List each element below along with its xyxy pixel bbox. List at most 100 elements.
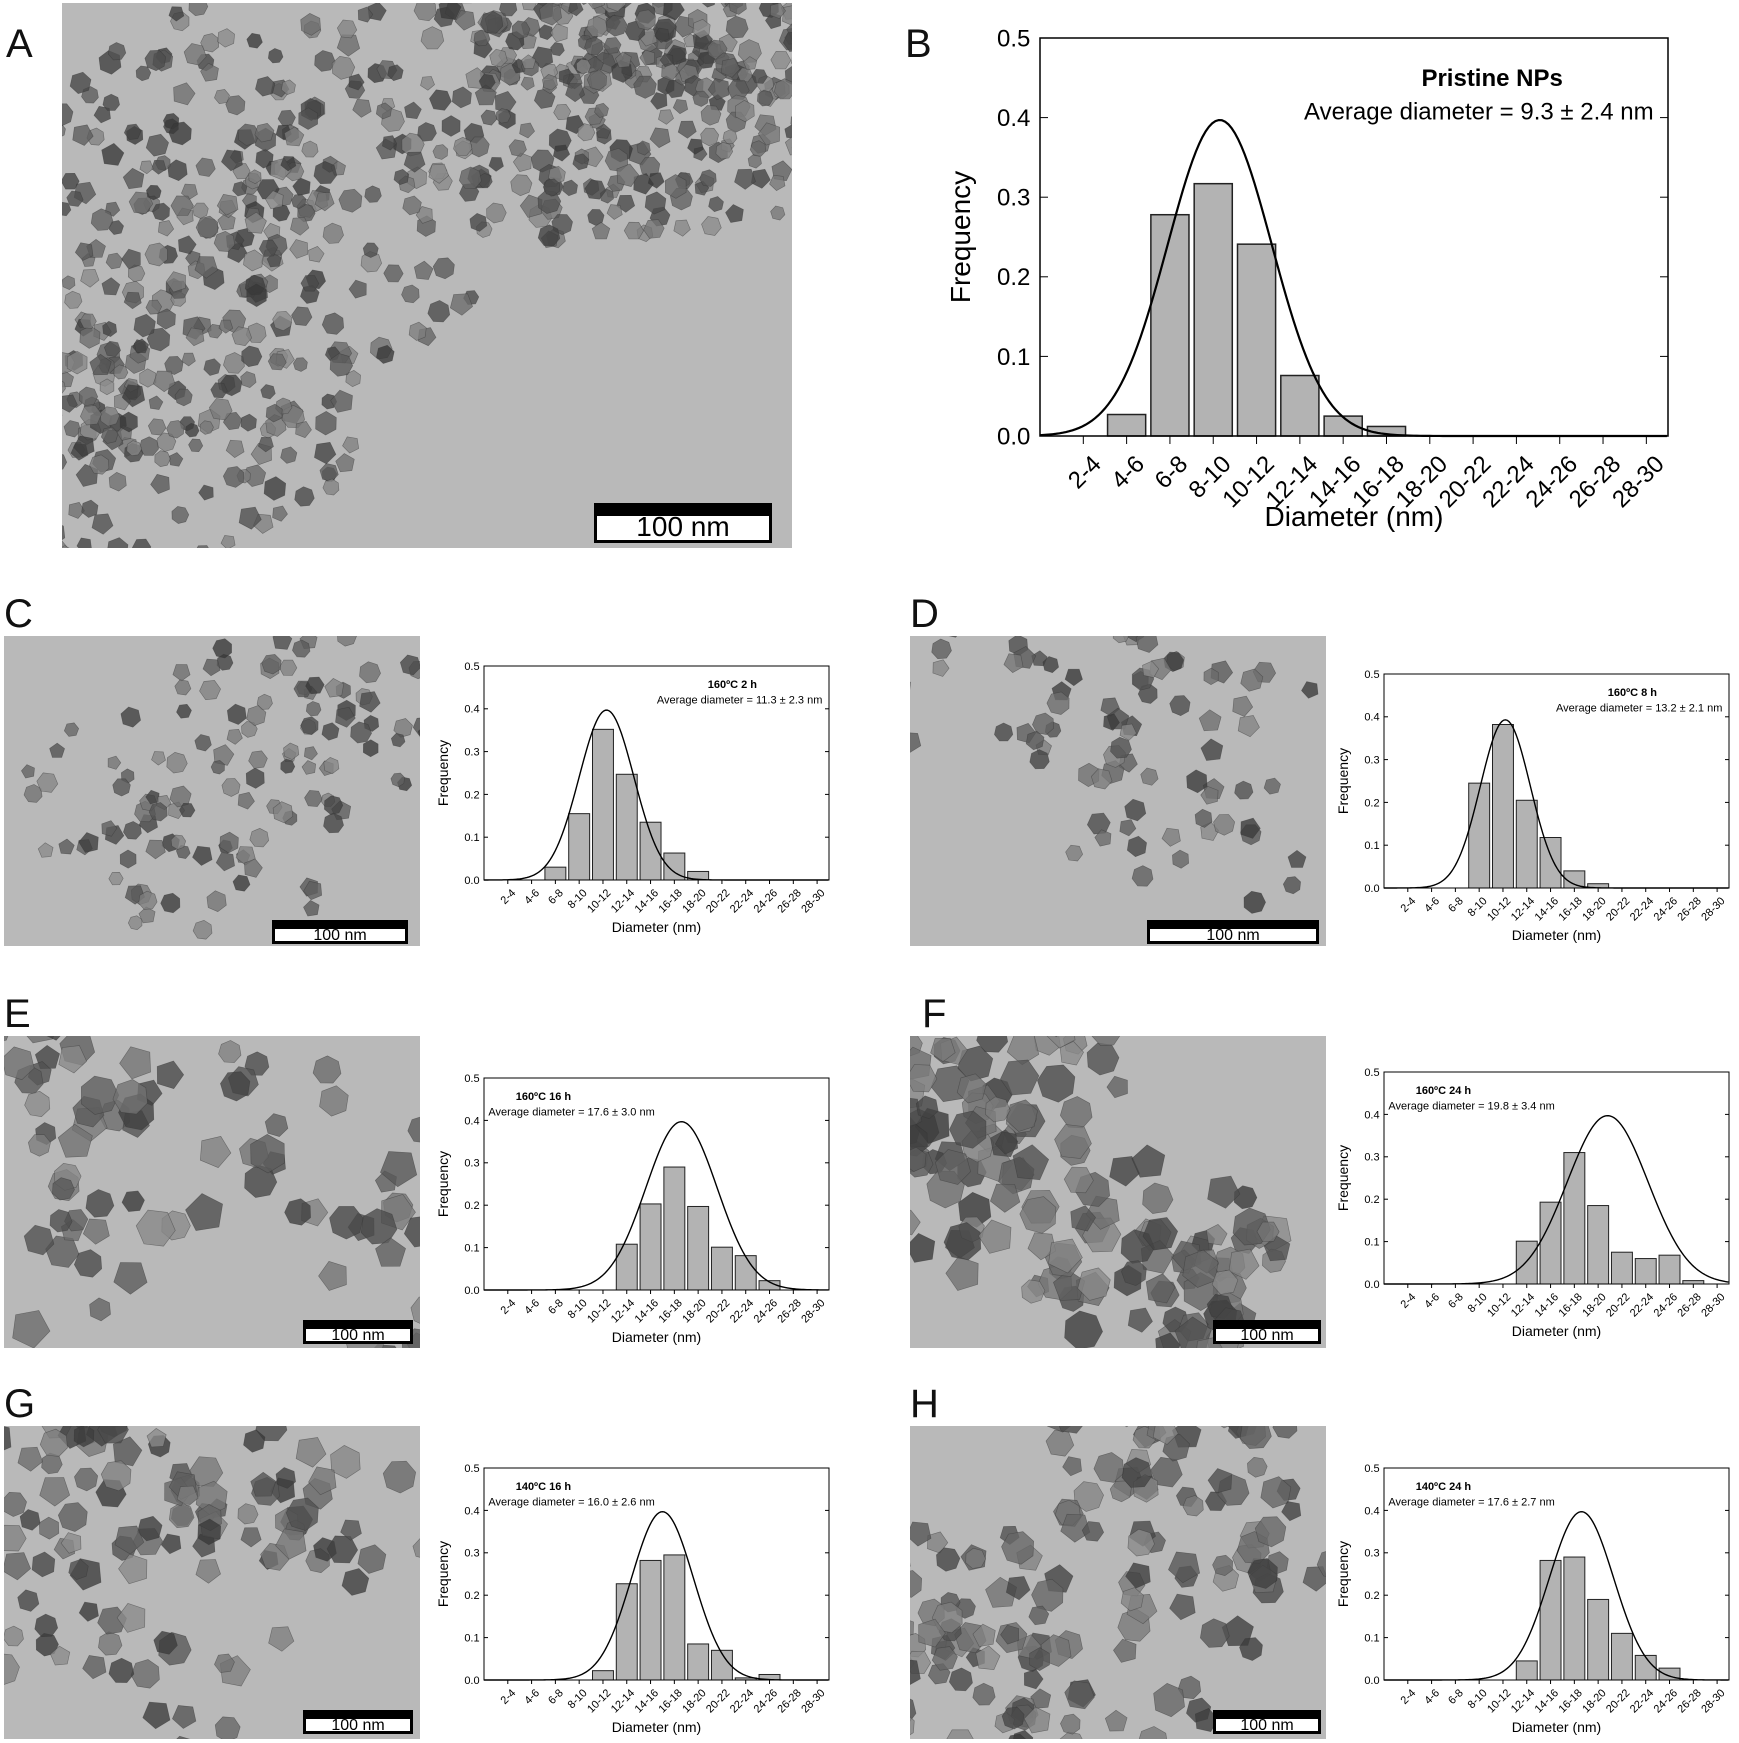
scale-bar-line [597, 506, 769, 516]
nanoparticle [78, 832, 99, 853]
nanoparticle [729, 3, 747, 15]
nanoparticle [289, 239, 309, 259]
nanoparticle [915, 1095, 939, 1120]
nanoparticle [707, 78, 730, 101]
nanoparticle [4, 1491, 27, 1517]
nanoparticle [918, 1618, 946, 1648]
nanoparticle [216, 193, 239, 216]
nanoparticle [220, 1071, 251, 1102]
nanoparticle [275, 1528, 307, 1560]
nanoparticle [1021, 1279, 1046, 1304]
x-tick-label: 16-18 [1556, 895, 1584, 923]
nanoparticle [98, 1631, 123, 1656]
nanoparticle [407, 1116, 420, 1143]
nanoparticle [342, 436, 360, 454]
nanoparticle [1120, 1587, 1144, 1612]
nanoparticle [62, 525, 66, 541]
y-tick-label: 0.3 [464, 1548, 479, 1560]
y-tick-label: 0.0 [1364, 883, 1379, 895]
nanoparticle [337, 636, 357, 647]
nanoparticle [324, 678, 345, 698]
nanoparticle [636, 140, 651, 156]
nanoparticle [1194, 808, 1213, 828]
nanoparticle [126, 440, 143, 457]
histogram-bar [734, 1255, 757, 1291]
nanoparticle [171, 506, 190, 524]
nanoparticle [756, 89, 774, 107]
nanoparticle [350, 721, 372, 744]
nanoparticle [63, 722, 80, 737]
nanoparticle [221, 149, 243, 172]
scale-bar-a: 100 nm [594, 503, 772, 543]
histogram-bar [1634, 1258, 1657, 1285]
nanoparticle [285, 1497, 319, 1531]
nanoparticle [644, 191, 667, 215]
nanoparticle [438, 3, 462, 20]
nanoparticle [1240, 817, 1261, 839]
nanoparticle [1054, 1124, 1092, 1159]
x-tick-label: 16-18 [1556, 1291, 1584, 1319]
histogram-chart-h: 0.0 0.1 0.2 0.3 0.4 0.5 2-4 4-6 6-8 8-10 10-12 12-1… [1335, 1463, 1730, 1735]
nanoparticle [769, 174, 786, 191]
histogram-bar [1150, 213, 1190, 437]
nanoparticle [62, 124, 66, 137]
nanoparticle [121, 1190, 145, 1212]
panel-letter-a: A [6, 22, 33, 66]
nanoparticle [148, 802, 168, 822]
nanoparticle [185, 422, 200, 438]
nanoparticle [152, 370, 176, 393]
nanoparticle [188, 3, 209, 17]
nanoparticle [1211, 1269, 1239, 1295]
nanoparticle [308, 245, 325, 263]
nanoparticle [246, 32, 263, 49]
nanoparticle [1243, 890, 1266, 914]
nanoparticle [1237, 715, 1260, 738]
nanoparticle [176, 1485, 199, 1507]
nanoparticle [324, 795, 344, 815]
nanoparticle [1228, 1248, 1260, 1280]
nanoparticle [144, 49, 167, 72]
x-tick-label: 16-18 [656, 1297, 684, 1325]
nanoparticle [305, 676, 325, 695]
nanoparticle [770, 51, 792, 70]
nanoparticle [338, 188, 363, 213]
chart-subtitle: Average diameter = 9.3 ± 2.4 nm [1304, 99, 1654, 126]
nanoparticle [550, 42, 565, 57]
nanoparticle [118, 1553, 148, 1585]
nanoparticle [37, 842, 54, 858]
scale-bar-h: 100 nm [1213, 1710, 1321, 1734]
nanoparticle [1001, 1531, 1035, 1565]
x-tick-label: 10-12 [585, 1687, 613, 1715]
panel-letter-g: G [4, 1382, 36, 1426]
nanoparticle [313, 160, 338, 185]
nanoparticle [241, 721, 258, 738]
y-tick-label: 0.1 [464, 832, 479, 844]
nanoparticle [520, 54, 537, 69]
nanoparticle [166, 420, 185, 439]
nanoparticle [178, 235, 197, 255]
nanoparticle [232, 874, 251, 892]
nanoparticle [1125, 1562, 1151, 1589]
nanoparticle [489, 48, 508, 68]
nanoparticle [1282, 876, 1301, 895]
y-tick-label: 0.4 [464, 1115, 479, 1127]
histogram-bar [663, 1166, 686, 1291]
nanoparticle [994, 1131, 1019, 1155]
nanoparticle [331, 55, 356, 80]
nanoparticle [1232, 695, 1254, 717]
nanoparticle [410, 1296, 420, 1324]
nanoparticle [1046, 1036, 1076, 1049]
y-axis-title: Frequency [1335, 1145, 1351, 1211]
x-tick-label: 26-28 [1675, 1687, 1703, 1715]
nanoparticle [1247, 1456, 1268, 1478]
x-tick-label: 6-8 [1446, 1687, 1466, 1707]
nanoparticle [1060, 1513, 1091, 1543]
x-axis-title: Diameter (nm) [1512, 1323, 1601, 1339]
nanoparticle [1059, 1096, 1093, 1129]
nanoparticle [214, 1716, 241, 1739]
nanoparticle [408, 321, 427, 341]
nanoparticle [1124, 1426, 1129, 1428]
y-tick-label: 0.0 [997, 423, 1030, 450]
nanoparticle [170, 834, 187, 850]
nanoparticle [76, 537, 92, 548]
